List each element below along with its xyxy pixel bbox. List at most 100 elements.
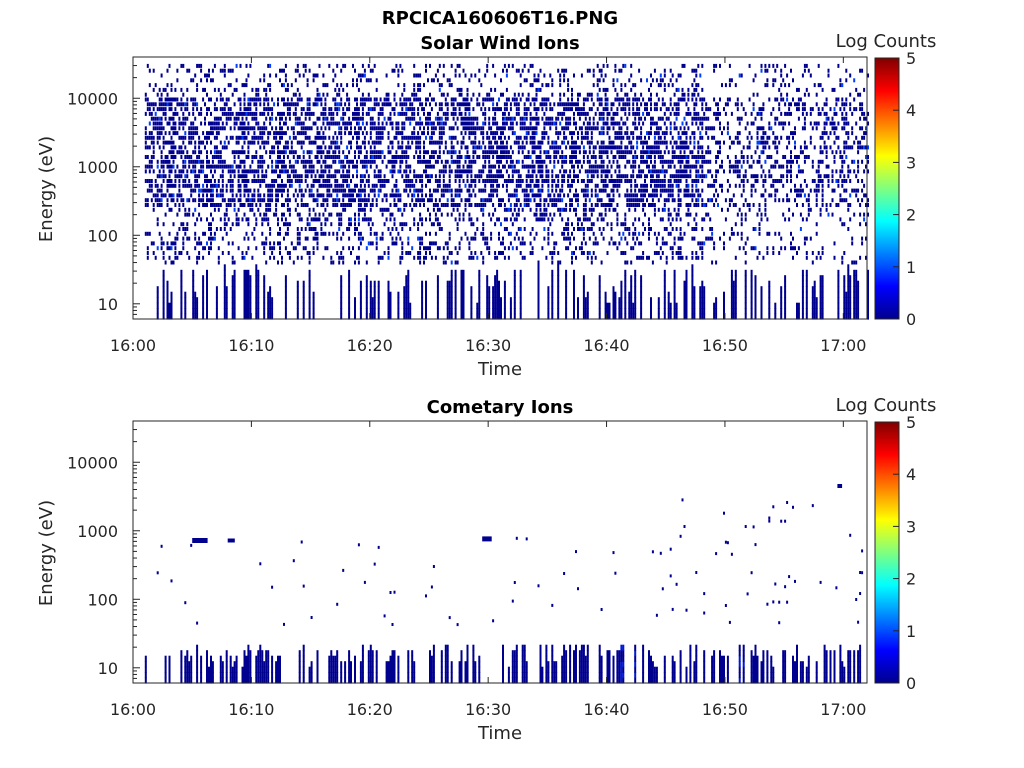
heatmap-cell: [322, 255, 325, 260]
heatmap-cell: [192, 313, 195, 320]
heatmap-cell: [219, 126, 222, 131]
heatmap-cell: [427, 246, 429, 251]
heatmap-cell: [233, 87, 236, 92]
heatmap-cell: [616, 131, 619, 136]
heatmap-cell: [146, 63, 149, 68]
heatmap-cell: [545, 102, 548, 107]
heatmap-cell: [326, 183, 329, 188]
heatmap-cell: [150, 164, 153, 169]
heatmap-cell: [152, 155, 155, 159]
heatmap-cell: [160, 203, 163, 207]
heatmap-cell: [273, 145, 276, 150]
heatmap-cell: [346, 121, 349, 126]
heatmap-cell: [239, 203, 242, 207]
heatmap-cell: [569, 155, 572, 159]
heatmap-cell: [215, 291, 218, 298]
heatmap-cell: [624, 92, 627, 97]
heatmap-cell: [523, 107, 526, 112]
heatmap-cell: [223, 87, 226, 92]
heatmap-cell: [180, 269, 183, 276]
heatmap-cell: [401, 255, 404, 260]
heatmap-cell: [208, 246, 210, 251]
heatmap-cell: [486, 179, 489, 183]
heatmap-cell: [348, 198, 351, 203]
heatmap-cell: [356, 164, 358, 169]
heatmap-cell: [533, 212, 536, 217]
heatmap-cell: [162, 302, 165, 309]
heatmap-cell: [502, 126, 504, 131]
heatmap-cell: [198, 251, 201, 255]
heatmap-cell: [348, 246, 351, 251]
heatmap-cell: [407, 155, 410, 159]
heatmap-cell: [180, 193, 183, 198]
heatmap-cell: [610, 107, 613, 112]
heatmap-cell: [571, 198, 573, 203]
heatmap-cell: [436, 246, 439, 251]
heatmap-cell: [511, 246, 514, 251]
heatmap-cell: [484, 183, 487, 188]
heatmap-cell: [405, 183, 408, 188]
heatmap-cell: [269, 83, 272, 88]
heatmap-cell: [164, 97, 167, 102]
heatmap-cell: [450, 155, 453, 159]
heatmap-cell: [148, 135, 151, 140]
heatmap-cell: [403, 155, 406, 159]
heatmap-cell: [507, 164, 510, 169]
heatmap-cell: [283, 155, 285, 159]
heatmap-cell: [498, 107, 500, 112]
heatmap-cell: [521, 188, 524, 193]
heatmap-cell: [458, 203, 461, 207]
heatmap-cell: [409, 203, 412, 207]
heatmap-cell: [389, 111, 392, 116]
heatmap-cell: [571, 150, 573, 155]
heatmap-cell: [626, 188, 629, 193]
heatmap-cell: [610, 236, 613, 241]
heatmap-cell: [300, 198, 303, 203]
heatmap-cell: [573, 297, 575, 304]
heatmap-cell: [454, 73, 457, 78]
heatmap-cell: [496, 297, 499, 304]
heatmap-cell: [211, 78, 214, 83]
heatmap-cell: [296, 63, 299, 68]
heatmap-cell: [334, 203, 337, 207]
heatmap-cell: [622, 155, 625, 159]
heatmap-cell: [192, 275, 195, 282]
heatmap-cell: [537, 297, 540, 304]
heatmap-cell: [387, 179, 390, 183]
heatmap-cell: [602, 236, 605, 241]
heatmap-cell: [269, 313, 272, 320]
heatmap-cell: [551, 217, 554, 222]
heatmap-cell: [296, 174, 299, 179]
heatmap-cell: [503, 302, 506, 309]
heatmap-cell: [482, 222, 485, 227]
heatmap-cell: [332, 97, 335, 102]
heatmap-cell: [233, 313, 236, 320]
heatmap-cell: [217, 159, 220, 164]
heatmap-cell: [425, 291, 427, 298]
heatmap-cell: [557, 297, 560, 304]
heatmap-cell: [430, 107, 433, 112]
heatmap-cell: [496, 188, 499, 193]
heatmap-cell: [590, 140, 593, 145]
heatmap-cell: [310, 227, 313, 231]
heatmap-cell: [332, 78, 335, 83]
heatmap-cell: [350, 126, 352, 131]
heatmap-cell: [308, 313, 311, 320]
heatmap-cell: [429, 135, 431, 140]
heatmap-cell: [456, 164, 459, 169]
heatmap-cell: [486, 68, 489, 73]
heatmap-cell: [356, 135, 358, 140]
heatmap-cell: [460, 291, 463, 298]
heatmap-cell: [630, 164, 633, 169]
heatmap-cell: [294, 179, 297, 183]
heatmap-cell: [336, 63, 339, 68]
heatmap-cell: [523, 63, 526, 68]
heatmap-cell: [152, 87, 155, 92]
heatmap-cell: [403, 121, 406, 126]
heatmap-cell: [344, 111, 347, 116]
heatmap-cell: [247, 203, 250, 207]
heatmap-cell: [379, 207, 382, 212]
heatmap-cell: [472, 131, 475, 136]
heatmap-cell: [277, 231, 279, 236]
heatmap-cell: [419, 174, 422, 179]
